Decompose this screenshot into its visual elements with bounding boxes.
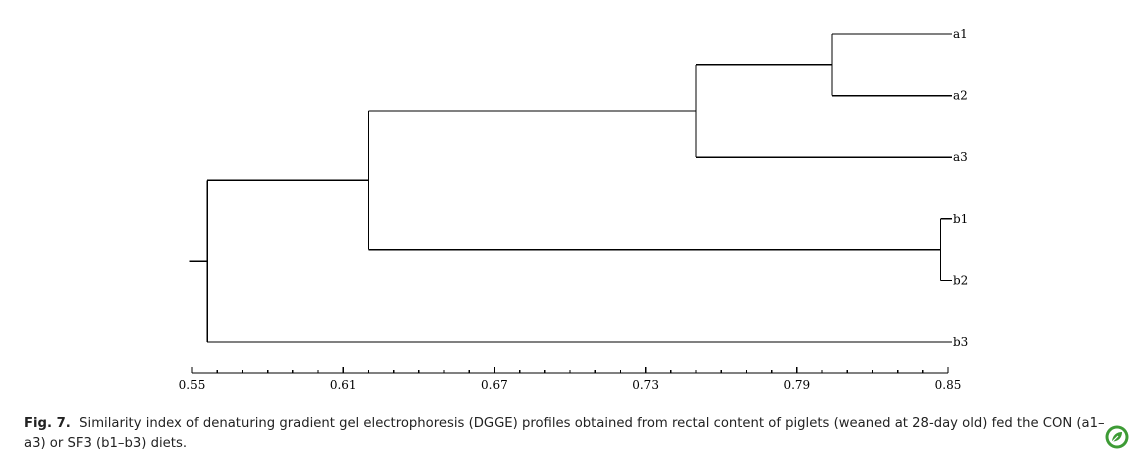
dendrogram-tree (189, 33, 952, 343)
caption-text: Similarity index of denaturing gradient … (24, 416, 1105, 451)
leaf-label-a3: a3 (953, 150, 968, 164)
x-tick-label: 0.79 (783, 378, 810, 392)
elsevier-leaf-icon (1105, 425, 1129, 449)
x-tick-label: 0.85 (935, 378, 962, 392)
leaf-labels: a1 a2 a3 b1 b2 b3 (953, 27, 968, 349)
x-tick-label: 0.55 (179, 378, 206, 392)
figure-caption: Fig. 7. Similarity index of denaturing g… (24, 414, 1119, 454)
leaf-label-a2: a2 (953, 89, 968, 103)
leaf-label-b3: b3 (953, 335, 968, 349)
x-tick-label: 0.73 (632, 378, 659, 392)
dendrogram-chart: 0.55 0.61 0.67 0.73 0.79 0.85 a1 a2 a3 b1 b2 b3 (179, 27, 969, 392)
leaf-label-b2: b2 (953, 273, 968, 287)
caption-label: Fig. 7. (24, 416, 71, 431)
x-axis: 0.55 0.61 0.67 0.73 0.79 0.85 (179, 367, 962, 392)
leaf-label-a1: a1 (953, 27, 968, 41)
x-tick-label: 0.61 (330, 378, 357, 392)
x-tick-label: 0.67 (481, 378, 508, 392)
leaf-label-b1: b1 (953, 212, 968, 226)
